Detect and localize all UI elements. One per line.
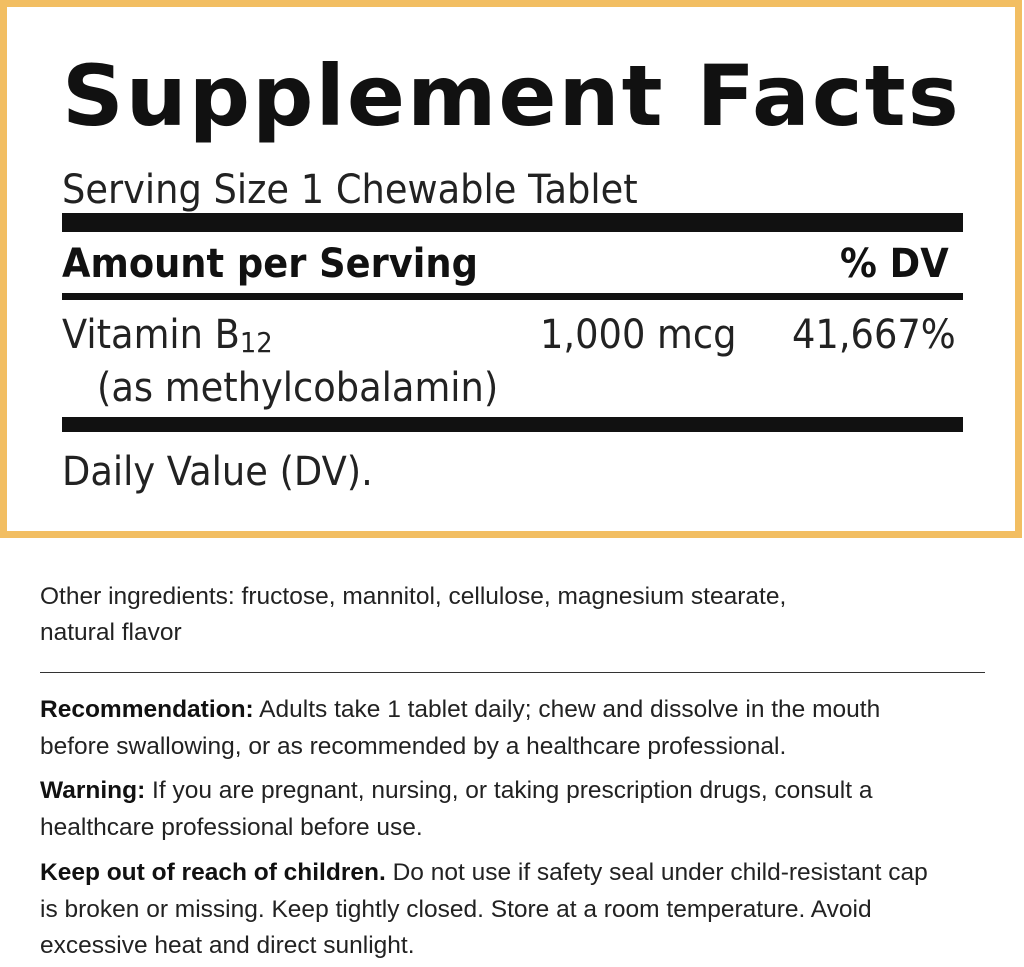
warning-line1: Warning: If you are pregnant, nursing, o… (40, 777, 873, 805)
nutrient-name-text: Vitamin B (62, 312, 240, 358)
warning-text: If you are pregnant, nursing, or taking … (145, 777, 873, 804)
panel-title: Supplement Facts (62, 47, 961, 145)
supplement-facts-panel: Supplement Facts Serving Size 1 Chewable… (0, 0, 1022, 538)
warning-line2: healthcare professional before use. (40, 814, 423, 841)
other-ingredients-line1: Other ingredients: fructose, mannitol, c… (40, 583, 787, 610)
keep-out-text: Do not use if safety seal under child-re… (385, 859, 928, 886)
nutrient-detail: (as methylcobalamin) (97, 365, 499, 411)
serving-size: Serving Size 1 Chewable Tablet (62, 167, 638, 213)
thin-divider (62, 293, 963, 300)
other-ingredients-line2: natural flavor (40, 619, 182, 646)
dv-footnote: Daily Value (DV). (62, 449, 373, 495)
warning-label: Warning: (40, 777, 146, 804)
nutrient-amount: 1,000 mcg (540, 312, 737, 358)
keep-out-line2: is broken or missing. Keep tightly close… (40, 896, 872, 923)
recommendation-line2: before swallowing, or as recommended by … (40, 733, 787, 760)
thick-divider-bottom (62, 417, 963, 432)
nutrient-dv: 41,667% (792, 312, 956, 358)
keep-out-label: Keep out of reach of children. (40, 859, 386, 886)
recommendation-line1: Recommendation: Adults take 1 tablet dai… (40, 696, 880, 724)
amount-per-serving-header: Amount per Serving (62, 241, 478, 287)
dv-header: % DV (840, 241, 949, 287)
nutrient-subscript: 12 (239, 326, 273, 359)
keep-out-line1: Keep out of reach of children. Do not us… (40, 859, 928, 887)
nutrient-name: Vitamin B12 (62, 312, 273, 359)
recommendation-label: Recommendation: (40, 696, 254, 723)
recommendation-text: Adults take 1 tablet daily; chew and dis… (253, 696, 881, 723)
keep-out-line3: excessive heat and direct sunlight. (40, 932, 415, 959)
thick-divider (62, 213, 963, 232)
divider (40, 672, 985, 673)
